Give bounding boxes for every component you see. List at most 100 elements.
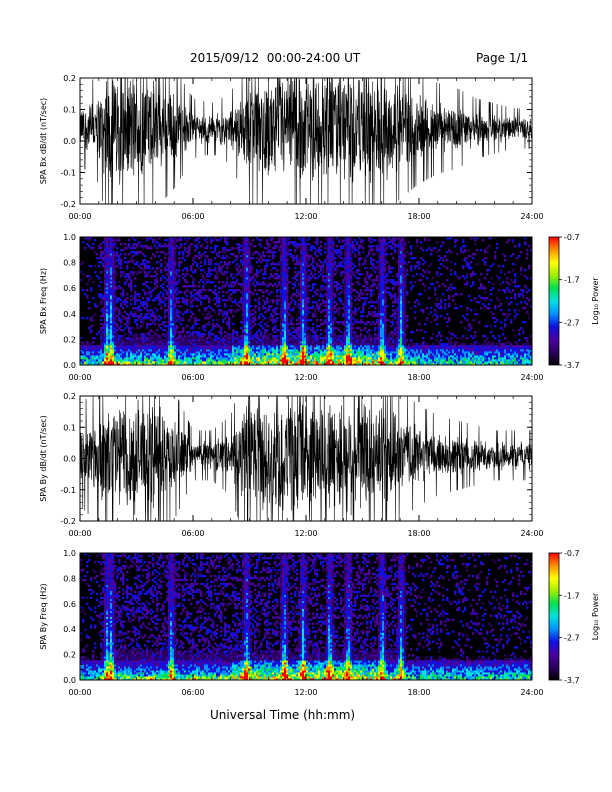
heatmap-cell	[166, 333, 169, 336]
heatmap-cell	[184, 345, 187, 348]
heatmap-cell	[128, 323, 131, 326]
heatmap-cell	[130, 289, 133, 292]
heatmap-cell	[198, 339, 201, 342]
heatmap-cell	[196, 299, 199, 302]
heatmap-cell	[198, 341, 201, 344]
heatmap-cell	[316, 329, 319, 332]
heatmap-cell	[132, 349, 135, 352]
heatmap-cell	[196, 305, 199, 308]
heatmap-cell	[86, 243, 89, 246]
heatmap-cell	[172, 341, 175, 344]
heatmap-cell	[202, 353, 205, 356]
heatmap-cell	[184, 249, 187, 252]
heatmap-cell	[250, 263, 253, 266]
heatmap-cell	[88, 353, 91, 356]
heatmap-cell	[102, 347, 105, 350]
heatmap-cell	[114, 283, 117, 286]
heatmap-cell	[110, 267, 113, 270]
heatmap-cell	[172, 271, 175, 274]
heatmap-cell	[146, 237, 149, 240]
heatmap-cell	[116, 333, 119, 336]
heatmap-cell	[172, 307, 175, 310]
heatmap-cell	[90, 287, 93, 290]
heatmap-cell	[202, 351, 205, 354]
heatmap-cell	[124, 355, 127, 358]
heatmap-cell	[120, 341, 123, 344]
heatmap-cell	[200, 357, 203, 360]
heatmap-cell	[104, 315, 107, 318]
heatmap-cell	[138, 265, 141, 268]
heatmap-cell	[170, 319, 173, 322]
heatmap-cell	[208, 269, 211, 272]
heatmap-cell	[212, 325, 215, 328]
heatmap-cell	[206, 281, 209, 284]
heatmap-cell	[166, 291, 169, 294]
heatmap-cell	[170, 265, 173, 268]
heatmap-cell	[212, 269, 215, 272]
heatmap-cell	[104, 309, 107, 312]
heatmap-cell	[136, 251, 139, 254]
heatmap-cell	[94, 345, 97, 348]
heatmap-cell	[228, 257, 231, 260]
heatmap-cell	[104, 291, 107, 294]
heatmap-cell	[230, 305, 233, 308]
heatmap-cell	[126, 247, 129, 250]
heatmap-cell	[182, 359, 185, 362]
heatmap-cell	[146, 327, 149, 330]
heatmap-cell	[122, 249, 125, 252]
heatmap-cell	[110, 323, 113, 326]
heatmap-cell	[206, 343, 209, 346]
heatmap-cell	[124, 341, 127, 344]
heatmap-cell	[116, 325, 119, 328]
heatmap-cell	[112, 317, 115, 320]
heatmap-cell	[158, 341, 161, 344]
heatmap-cell	[174, 341, 177, 344]
heatmap-cell	[150, 237, 153, 240]
heatmap-cell	[112, 293, 115, 296]
heatmap-cell	[152, 267, 155, 270]
heatmap-cell	[290, 249, 293, 252]
heatmap-cell	[150, 339, 153, 342]
heatmap-cell	[202, 359, 205, 362]
heatmap-cell	[104, 339, 107, 342]
heatmap-cell	[108, 275, 111, 278]
heatmap-cell	[180, 257, 183, 260]
heatmap-cell	[80, 359, 83, 362]
heatmap-cell	[156, 349, 159, 352]
heatmap-cell	[176, 363, 179, 366]
heatmap-cell	[84, 355, 87, 358]
heatmap-cell	[170, 307, 173, 310]
heatmap-cell	[94, 357, 97, 360]
heatmap-cell	[102, 297, 105, 300]
heatmap-cell	[144, 357, 147, 360]
heatmap-cell	[114, 319, 117, 322]
heatmap-cell	[166, 285, 169, 288]
heatmap-cell	[108, 297, 111, 300]
heatmap-cell	[164, 297, 167, 300]
heatmap-cell	[172, 301, 175, 304]
heatmap-cell	[86, 237, 89, 240]
heatmap-cell	[116, 349, 119, 352]
heatmap-cell	[194, 319, 197, 322]
heatmap-cell	[192, 357, 195, 360]
heatmap-cell	[104, 331, 107, 334]
heatmap-cell	[118, 319, 121, 322]
heatmap-cell	[158, 337, 161, 340]
heatmap-cell	[184, 299, 187, 302]
heatmap-cell	[146, 337, 149, 340]
heatmap-cell	[202, 277, 205, 280]
heatmap-cell	[176, 345, 179, 348]
heatmap-cell	[210, 359, 213, 362]
heatmap-cell	[254, 245, 257, 248]
heatmap-cell	[182, 343, 185, 346]
heatmap-cell	[160, 263, 163, 266]
heatmap-cell	[174, 357, 177, 360]
heatmap-cell	[124, 281, 127, 284]
heatmap-cell	[158, 299, 161, 302]
heatmap-cell	[118, 327, 121, 330]
heatmap-cell	[118, 239, 121, 242]
heatmap-cell	[192, 339, 195, 342]
heatmap-cell	[146, 297, 149, 300]
heatmap-cell	[120, 363, 123, 366]
heatmap-cell	[174, 245, 177, 248]
